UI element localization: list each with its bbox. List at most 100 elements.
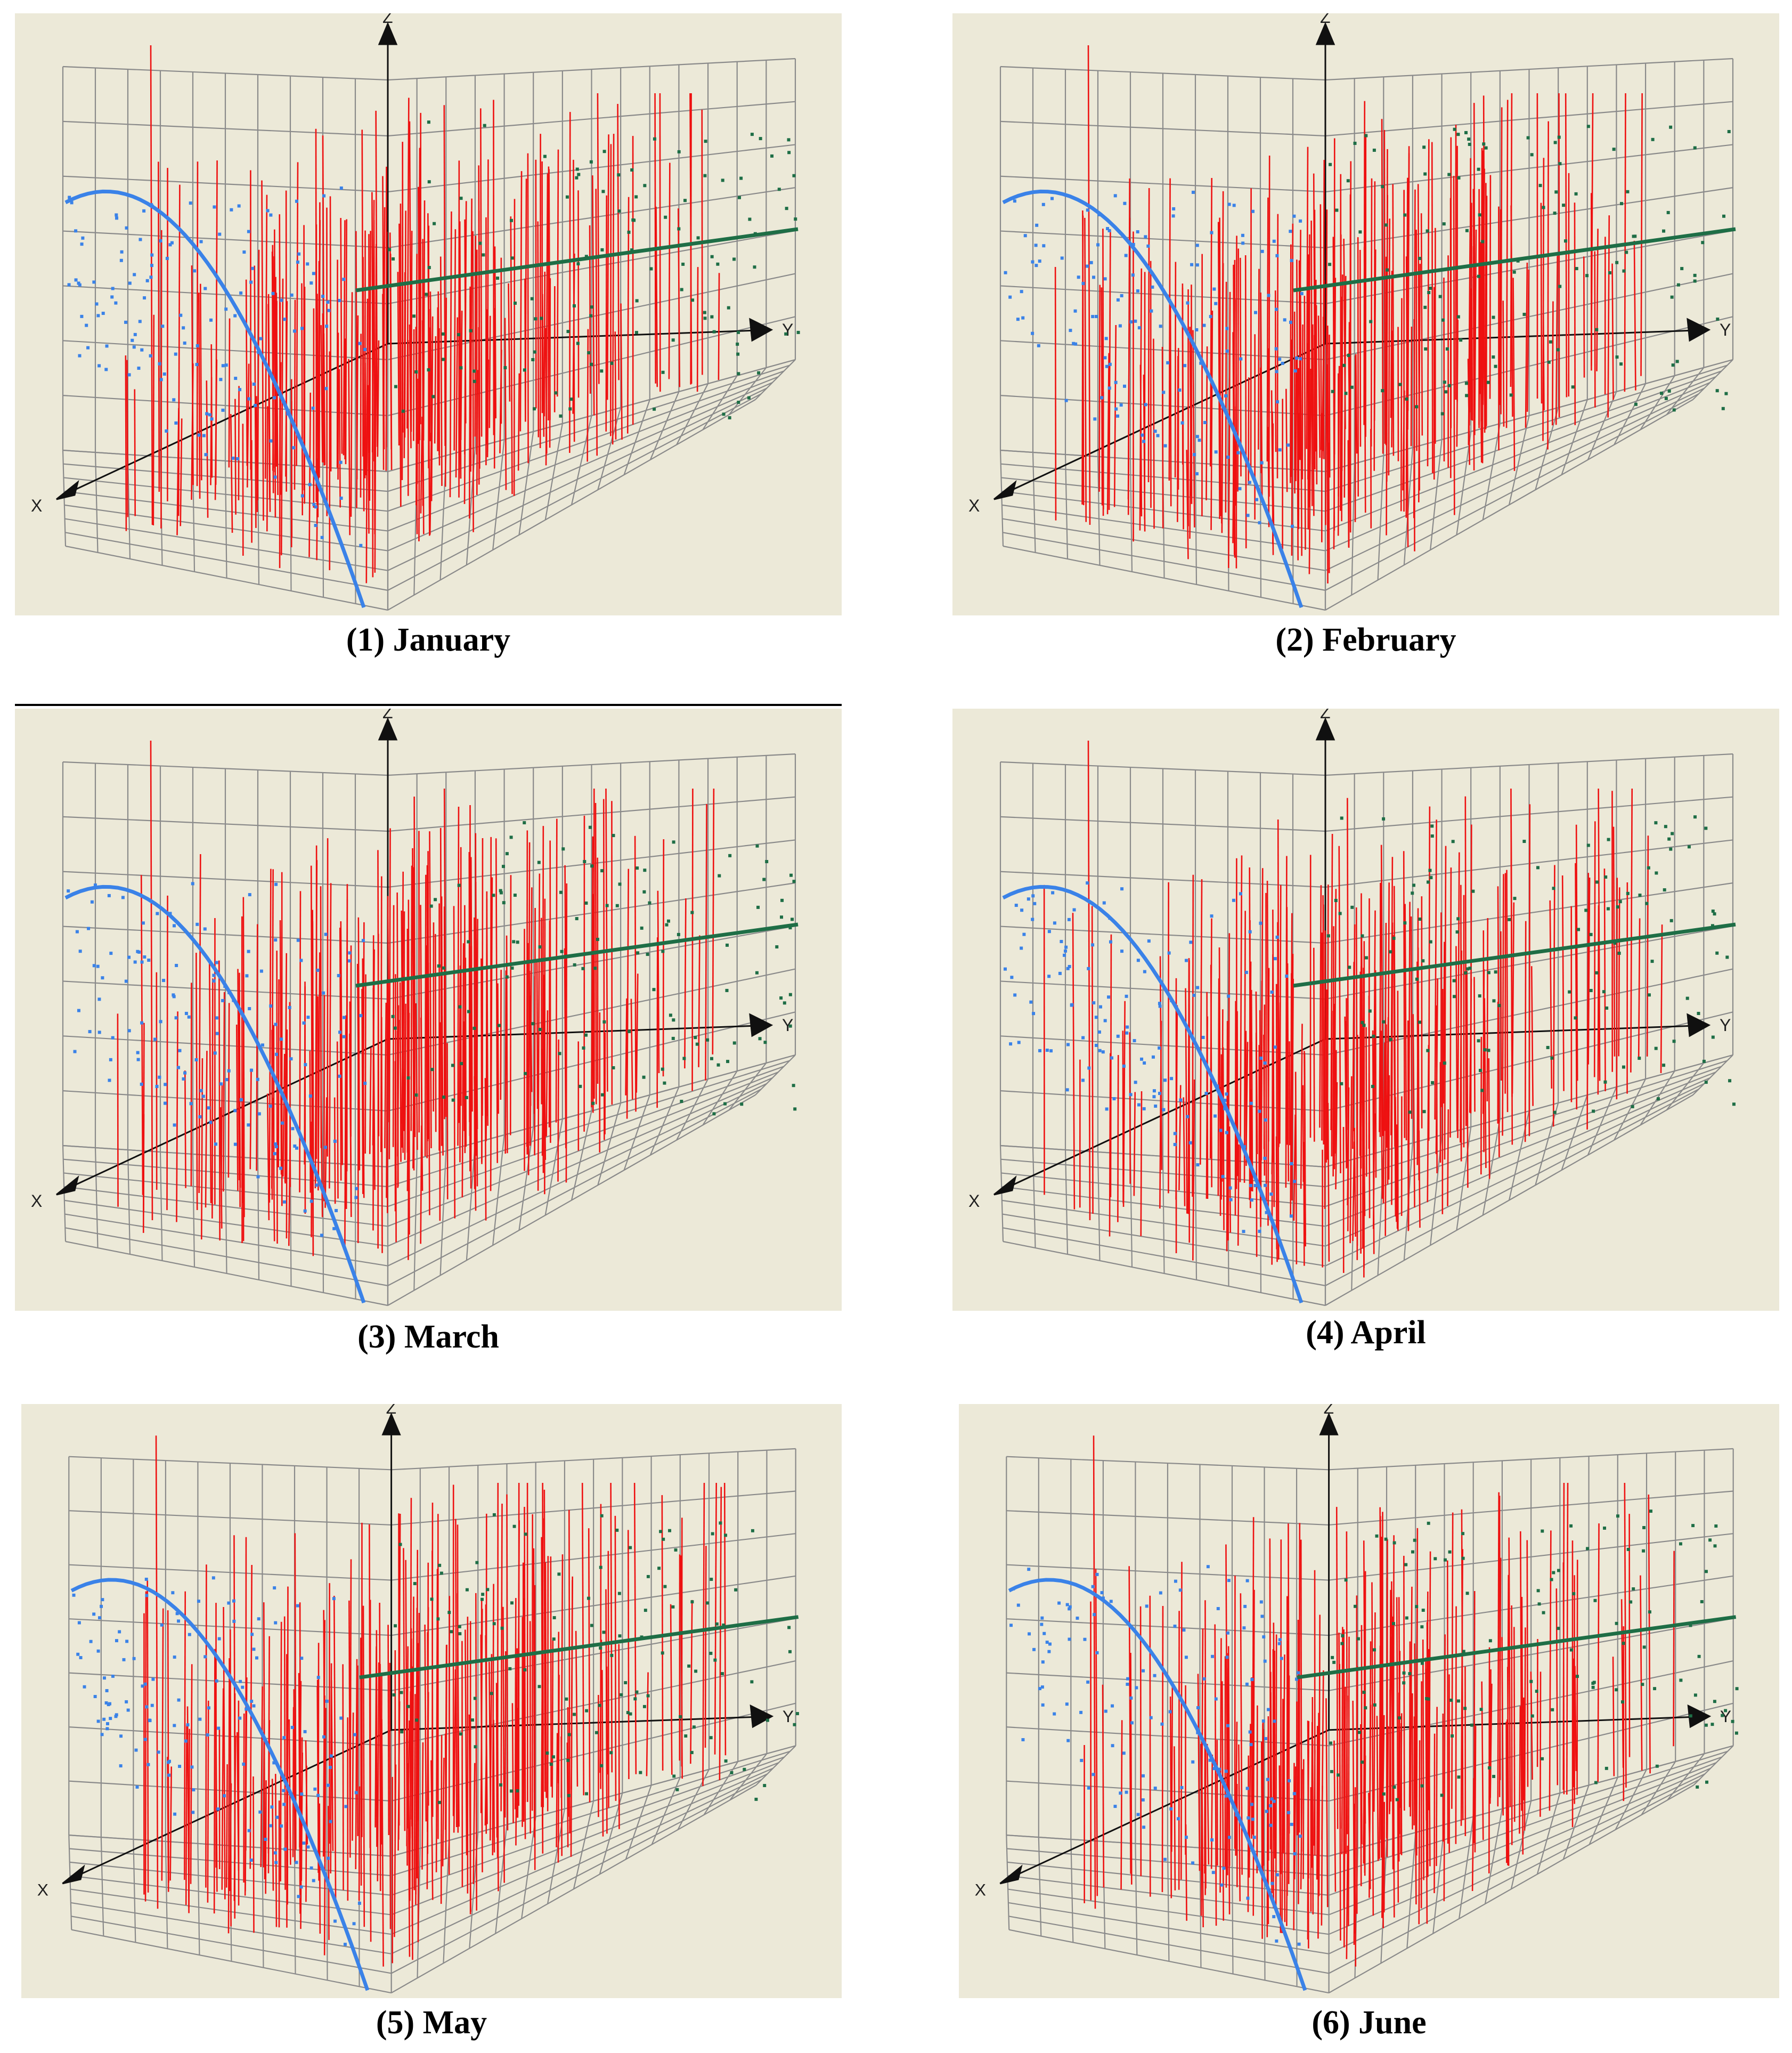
xz-point	[1094, 314, 1098, 318]
y-axis-line	[391, 1716, 759, 1731]
xz-point	[1109, 940, 1112, 944]
yz-point	[1592, 1109, 1595, 1113]
yz-point	[672, 840, 675, 844]
drop-line	[1381, 119, 1384, 454]
yz-point	[1420, 1661, 1424, 1665]
xz-point	[1113, 1805, 1117, 1808]
yz-point	[1422, 145, 1426, 149]
drop-line	[213, 1649, 216, 1914]
yz-point	[1451, 840, 1455, 843]
drop-line	[504, 318, 507, 490]
drop-line	[1149, 1595, 1151, 1897]
yz-point	[414, 370, 418, 374]
xz-point	[140, 348, 144, 352]
xz-point	[143, 1682, 147, 1686]
xz-point	[1158, 1092, 1162, 1096]
xz-point	[209, 318, 213, 322]
gridline	[1432, 1824, 1445, 1934]
drop-line	[1410, 327, 1413, 447]
xz-point	[1053, 921, 1056, 925]
gridline	[224, 1156, 227, 1274]
xz-point	[1042, 1632, 1046, 1635]
z-axis-arrow	[1315, 717, 1335, 741]
yz-point	[516, 1789, 519, 1793]
drop-line	[1240, 1593, 1243, 1875]
yz-point	[1648, 1610, 1651, 1614]
gridline	[413, 1158, 418, 1291]
yz-point	[496, 277, 500, 280]
yz-point	[1365, 956, 1369, 960]
yz-point	[1441, 318, 1445, 322]
yz-point	[583, 860, 587, 864]
xz-point	[1008, 295, 1012, 299]
yz-point	[510, 1601, 514, 1605]
gridline	[1325, 1077, 1710, 1247]
xz-point	[1266, 1778, 1269, 1781]
drop-line	[411, 1596, 414, 1926]
yz-point	[1715, 951, 1719, 955]
yz-point	[1558, 162, 1562, 166]
drop-line	[1417, 184, 1421, 491]
drop-line	[1400, 1713, 1403, 1854]
yz-point	[1679, 1678, 1683, 1682]
gridline	[466, 1142, 476, 1261]
yz-point	[584, 901, 588, 905]
gridline	[1561, 1094, 1588, 1171]
xz-point	[207, 1106, 210, 1110]
drop-line	[1380, 845, 1384, 1137]
xz-point	[1297, 1942, 1301, 1946]
yz-point	[502, 901, 506, 905]
xz-point	[1227, 1579, 1231, 1583]
gridline	[387, 399, 756, 611]
yz-point	[1364, 1706, 1367, 1710]
xz-point	[93, 883, 97, 887]
yz-point	[1382, 1792, 1386, 1796]
yz-point	[1705, 1570, 1708, 1573]
xz-point	[173, 1812, 177, 1816]
drop-line	[1526, 1540, 1529, 1787]
drop-line	[228, 318, 231, 468]
xz-point	[344, 1805, 348, 1808]
yz-point	[431, 395, 435, 399]
yz-point	[393, 1026, 397, 1030]
xz-point	[1109, 1600, 1113, 1603]
xz-point	[297, 252, 301, 256]
y-axis-label: Y	[1720, 1707, 1731, 1726]
xz-point	[1278, 448, 1282, 452]
xz-point	[74, 229, 78, 233]
gridline	[62, 1145, 388, 1168]
drop-line	[369, 1048, 372, 1154]
xz-point	[1195, 472, 1199, 476]
xz-point	[275, 1815, 279, 1819]
xz-point	[1068, 964, 1071, 968]
drop-line	[543, 271, 546, 417]
drop-line	[1352, 1141, 1355, 1241]
xz-point	[1153, 1674, 1156, 1677]
yz-point	[1558, 285, 1562, 288]
drop-line	[382, 207, 386, 445]
xz-point	[174, 352, 177, 356]
yz-point	[1483, 1048, 1487, 1052]
drop-line	[344, 338, 346, 459]
drop-line	[514, 1598, 517, 1809]
gridline	[495, 1824, 508, 1934]
gridline	[70, 1902, 392, 1954]
gridline	[165, 1841, 168, 1949]
xz-point	[1086, 881, 1089, 885]
yz-point	[1619, 362, 1623, 366]
yz-point	[1329, 1741, 1333, 1745]
drop-line	[1376, 1716, 1379, 1861]
yz-point	[590, 864, 594, 868]
gridline	[755, 1054, 796, 1096]
xz-point	[173, 1123, 176, 1127]
yz-point	[1508, 918, 1511, 921]
xz-fit-curve	[64, 885, 366, 1304]
yz-point	[561, 847, 565, 851]
xz-point	[1186, 301, 1190, 305]
yz-point	[1604, 1766, 1608, 1770]
yz-point	[669, 1013, 672, 1017]
xz-point	[1137, 326, 1141, 330]
yz-point	[1593, 1598, 1597, 1602]
xz-point	[1123, 201, 1127, 205]
xz-point	[282, 1736, 286, 1740]
